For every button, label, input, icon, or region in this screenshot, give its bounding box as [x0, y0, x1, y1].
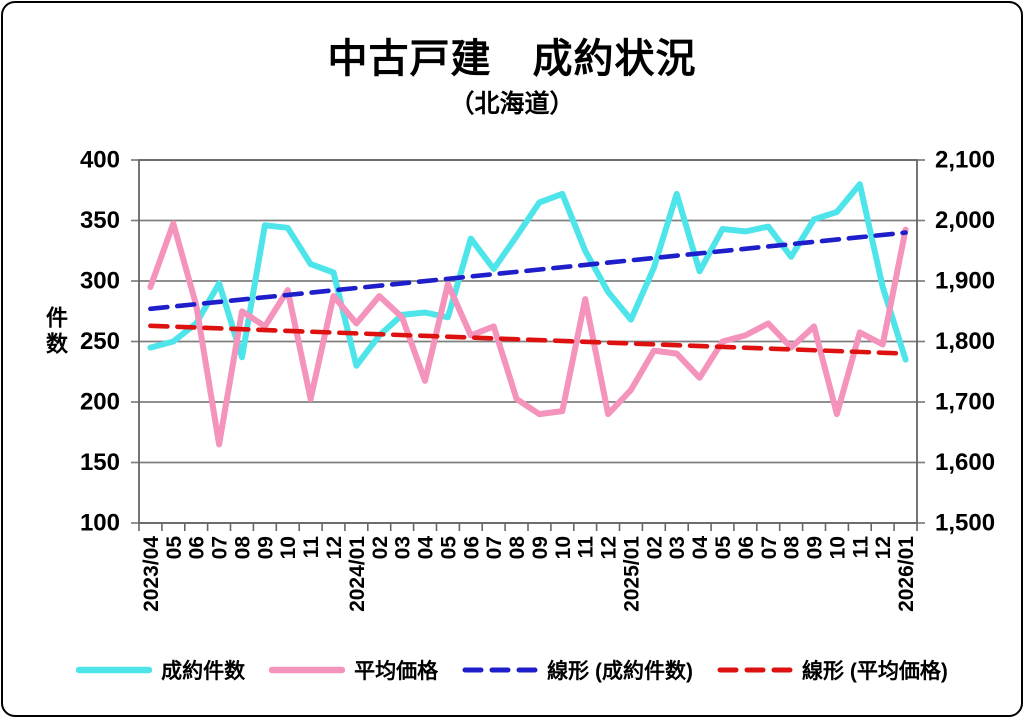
x-axis-tick-label: 2026/01: [895, 536, 918, 612]
x-axis-tick-label: 06: [735, 536, 758, 559]
x-axis-tick-label: 04: [689, 536, 712, 560]
x-axis-tick-label: 07: [758, 536, 781, 559]
x-axis-tick-label: 12: [872, 536, 895, 559]
contract-count-trendline: [148, 230, 908, 312]
left-axis-tick-label: 250: [80, 328, 120, 355]
x-axis-tick-label: 06: [460, 536, 483, 559]
x-axis-tick-label: 06: [186, 536, 209, 559]
right-axis-tick-label: 1,600: [935, 449, 995, 476]
chart-title: 中古戸建 成約状況: [327, 37, 697, 81]
legend: 成約件数 平均価格 線形 (成約件数) 線形 (平均価格): [0, 655, 1024, 685]
contract-count-line: [147, 181, 909, 369]
x-axis-tick-label: 2025/01: [621, 536, 644, 612]
legend-label: 線形 (平均価格): [802, 660, 948, 683]
x-axis-tick-label: 10: [826, 536, 849, 559]
left-axis-tick-label: 100: [80, 510, 120, 537]
chart-subtitle: （北海道）: [449, 90, 575, 118]
right-axis-tick-label: 2,100: [935, 147, 995, 174]
legend-item: 成約件数: [76, 655, 245, 685]
left-axis-tick-label: 350: [80, 207, 120, 234]
x-axis-tick-label: 09: [254, 536, 277, 559]
x-axis-tick-label: 03: [392, 536, 415, 559]
x-axis-tick-label: 07: [209, 536, 232, 559]
legend-swatch-line: [269, 666, 346, 674]
left-axis-tick-label: 400: [80, 147, 120, 174]
x-axis-tick-label: 05: [163, 536, 186, 560]
x-axis-tick-label: 2023/04: [140, 536, 163, 612]
x-axis-tick-label: 09: [529, 536, 552, 559]
x-axis-tick-label: 05: [437, 536, 460, 560]
legend-item: 線形 (平均価格): [717, 655, 948, 685]
x-axis-tick-label: 11: [849, 536, 872, 559]
left-axis-tick-label: 200: [80, 389, 120, 416]
x-axis-tick-label: 11: [575, 536, 598, 559]
x-axis-tick-label: 10: [277, 536, 300, 559]
right-axis-tick-label: 1,500: [935, 510, 995, 537]
x-axis-tick-label: 03: [666, 536, 689, 559]
left-axis-tick-label: 300: [80, 268, 120, 295]
legend-label: 成約件数: [161, 660, 246, 683]
average-price-trendline: [148, 323, 908, 356]
legend-item: 線形 (成約件数): [462, 655, 693, 685]
x-axis-tick-label: 12: [598, 536, 621, 559]
left-axis-tick-label: 150: [80, 449, 120, 476]
x-axis-tick-label: 09: [804, 536, 827, 559]
x-axis-tick-label: 10: [552, 536, 575, 559]
legend-label: 平均価格: [354, 660, 439, 683]
legend-item: 平均価格: [269, 655, 438, 685]
left-axis-title: 件数: [43, 306, 68, 358]
right-axis-tick-label: 1,800: [935, 328, 995, 355]
legend-swatch-line: [717, 667, 793, 673]
average-price-line: [147, 220, 909, 448]
x-axis-tick-label: 2024/01: [346, 536, 369, 612]
legend-swatch-line: [76, 666, 153, 674]
right-axis-tick-label: 1,700: [935, 389, 995, 416]
legend-swatch-line: [462, 667, 538, 673]
x-axis-tick-label: 05: [712, 536, 735, 560]
x-axis-tick-label: 12: [323, 536, 346, 559]
x-axis-tick-label: 04: [415, 536, 438, 560]
x-axis-tick-label: 08: [232, 536, 255, 560]
x-axis-tick-label: 08: [506, 536, 529, 560]
x-axis-tick-label: 11: [300, 536, 323, 559]
gridlines-and-axes: 400 350 300 250 200 150 100 2,100 2,000 1,900 1,80…: [80, 147, 995, 612]
right-axis-tick-label: 1,900: [935, 268, 995, 295]
right-axis-tick-label: 2,000: [935, 207, 995, 234]
x-axis-tick-label: 02: [643, 536, 666, 559]
x-axis-tick-label: 02: [369, 536, 392, 559]
x-axis-tick-label: 08: [781, 536, 804, 560]
legend-label: 線形 (成約件数): [547, 660, 693, 683]
x-axis-tick-label: 07: [483, 536, 506, 559]
